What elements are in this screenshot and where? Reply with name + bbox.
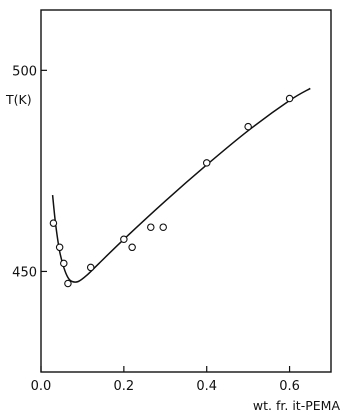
y-axis-label: T(K) (5, 92, 32, 107)
data-points (49, 94, 294, 288)
y-tick-label: 450 (12, 265, 37, 280)
tick-labels: 0.0 0.2 0.4 0.6 500 450 (12, 64, 300, 394)
x-tick-label: 0.2 (114, 379, 135, 394)
data-point (244, 122, 252, 131)
ticks (40, 69, 291, 372)
data-point (64, 279, 72, 288)
data-point (202, 159, 211, 167)
data-point (285, 94, 294, 103)
x-tick-label: 0.0 (31, 379, 52, 394)
y-tick-label: 500 (12, 64, 37, 79)
data-point (128, 243, 136, 252)
x-axis-label: wt. fr. it-PEMA (253, 398, 340, 412)
data-point (120, 235, 128, 244)
data-point (147, 223, 155, 231)
data-point (86, 263, 95, 272)
plot-frame (40, 9, 332, 373)
data-point (60, 259, 68, 268)
x-tick-label: 0.4 (196, 379, 217, 394)
fitted-curve (51, 87, 311, 283)
data-point (49, 219, 58, 227)
x-tick-label: 0.6 (279, 379, 300, 394)
data-point (159, 223, 167, 231)
data-point (55, 243, 64, 252)
